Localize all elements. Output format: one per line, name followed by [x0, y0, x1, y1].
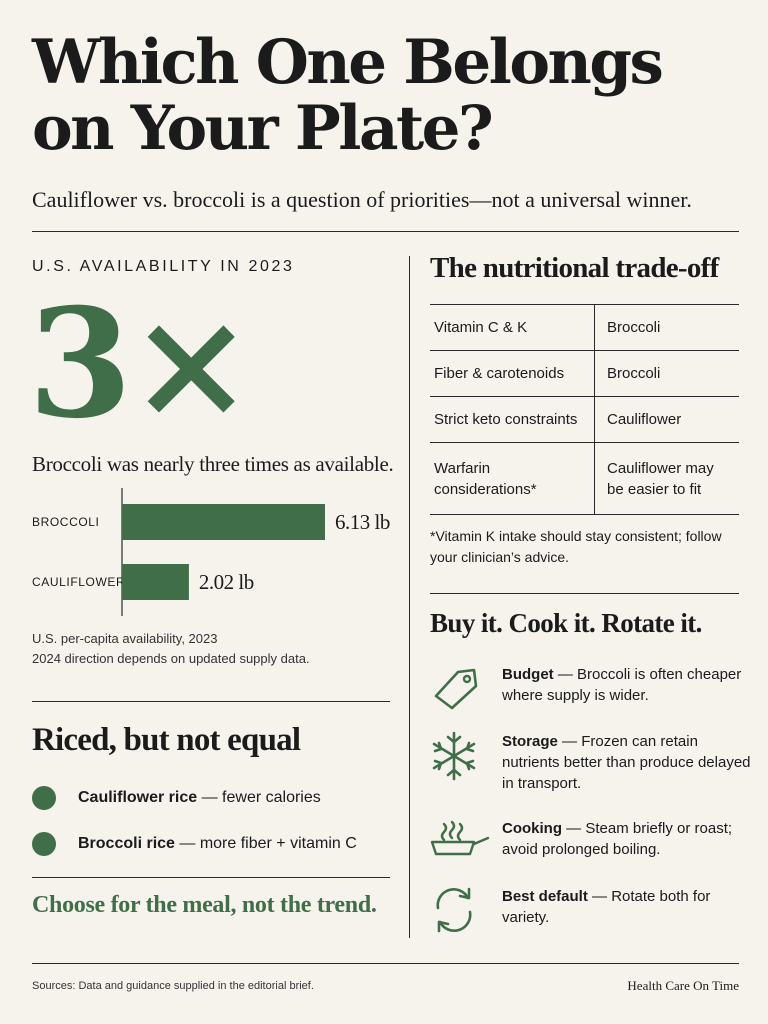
page-title: Which One Belongs on Your Plate?: [32, 27, 664, 164]
riced-title: Riced, but not equal: [32, 722, 301, 758]
snowflake-icon: [432, 731, 476, 781]
bar-broccoli: [122, 504, 325, 540]
riced-item-name: Cauliflower rice: [78, 789, 198, 806]
tip-detail: — Rotate both for variety.: [502, 888, 711, 926]
bar-category-label: CAULIFLOWER: [32, 575, 125, 589]
tradeoff-factor: Warfarin considerations*: [430, 442, 595, 515]
steaming-pan-icon: [430, 820, 490, 856]
bar-category-label: BROCCOLI: [32, 515, 99, 529]
price-tag-icon: [434, 668, 478, 710]
tip-detail: — Frozen can retain nutrients better tha…: [502, 733, 751, 792]
riced-item-broccoli: Broccoli rice — more fiber + vitamin C: [32, 832, 357, 856]
column-divider: [409, 256, 410, 938]
tip-storage: Storage — Frozen can retain nutrients be…: [430, 731, 752, 795]
riced-item-name: Broccoli rice: [78, 835, 175, 852]
bar-cauliflower: [122, 564, 189, 600]
tip-text: Storage — Frozen can retain nutrients be…: [502, 731, 752, 794]
footer-divider: [32, 963, 739, 964]
tip-label: Best default: [502, 888, 588, 905]
riced-item-detail: — fewer calories: [197, 789, 321, 806]
tradeoff-factor: Vitamin C & K: [430, 304, 595, 351]
bullet-dot-icon: [32, 786, 56, 810]
availability-label: U.S. AVAILABILITY IN 2023: [32, 258, 295, 275]
tip-detail: — Steam briefly or roast; avoid prolonge…: [502, 820, 733, 858]
tip-budget: Budget — Broccoli is often cheaper where…: [430, 664, 750, 712]
availability-caption: Broccoli was nearly three times as avail…: [32, 452, 394, 476]
bar-value-label: 6.13 lb: [335, 510, 390, 534]
chart-note-line1: U.S. per-capita availability, 2023: [32, 631, 218, 646]
sources-note: Sources: Data and guidance supplied in t…: [32, 980, 314, 992]
table-row: Vitamin C & K Broccoli: [430, 304, 739, 351]
page-subtitle: Cauliflower vs. broccoli is a question o…: [32, 187, 692, 212]
tip-label: Budget: [502, 666, 554, 683]
table-row: Strict keto constraints Cauliflower: [430, 396, 739, 443]
tip-detail: — Broccoli is often cheaper where supply…: [502, 666, 742, 704]
tip-best-default: Best default — Rotate both for variety.: [430, 886, 750, 934]
left-divider-2: [32, 877, 390, 878]
tradeoff-footnote: *Vitamin K intake should stay consistent…: [430, 528, 722, 565]
tradeoff-choice: Broccoli: [594, 350, 739, 397]
tip-cooking: Cooking — Steam briefly or roast; avoid …: [430, 818, 750, 866]
tip-label: Storage: [502, 733, 558, 750]
tradeoff-factor: Fiber & carotenoids: [430, 350, 595, 397]
rotate-arrows-icon: [436, 887, 472, 933]
header-divider: [32, 231, 739, 232]
tradeoff-choice: Cauliflower: [594, 396, 739, 443]
tradeoff-choice: Broccoli: [594, 304, 739, 351]
tradeoff-table: Vitamin C & K Broccoli Fiber & carotenoi…: [430, 304, 739, 515]
tradeoff-choice: Cauliflower may be easier to fit: [594, 442, 739, 515]
riced-item-detail: — more fiber + vitamin C: [174, 835, 357, 852]
bullet-dot-icon: [32, 832, 56, 856]
right-divider: [430, 593, 739, 594]
tip-text: Cooking — Steam briefly or roast; avoid …: [502, 818, 752, 860]
tagline: Choose for the meal, not the trend.: [32, 892, 377, 918]
brand-name: Health Care On Time: [627, 978, 739, 993]
bar-value-label: 2.02 lb: [199, 570, 254, 594]
tradeoff-title: The nutritional trade-off: [430, 252, 719, 284]
tip-text: Budget — Broccoli is often cheaper where…: [502, 664, 752, 706]
chart-note-line2: 2024 direction depends on updated supply…: [32, 651, 310, 666]
table-row: Fiber & carotenoids Broccoli: [430, 350, 739, 397]
buy-title: Buy it. Cook it. Rotate it.: [430, 608, 702, 638]
table-row: Warfarin considerations* Cauliflower may…: [430, 442, 739, 515]
availability-multiplier: 3×: [28, 276, 254, 452]
tip-label: Cooking: [502, 820, 562, 837]
tradeoff-factor: Strict keto constraints: [430, 396, 595, 443]
left-divider-1: [32, 701, 390, 702]
availability-bar-chart: BROCCOLI 6.13 lb CAULIFLOWER 2.02 lb: [32, 488, 390, 616]
tip-text: Best default — Rotate both for variety.: [502, 886, 752, 928]
riced-item-cauliflower: Cauliflower rice — fewer calories: [32, 786, 321, 810]
